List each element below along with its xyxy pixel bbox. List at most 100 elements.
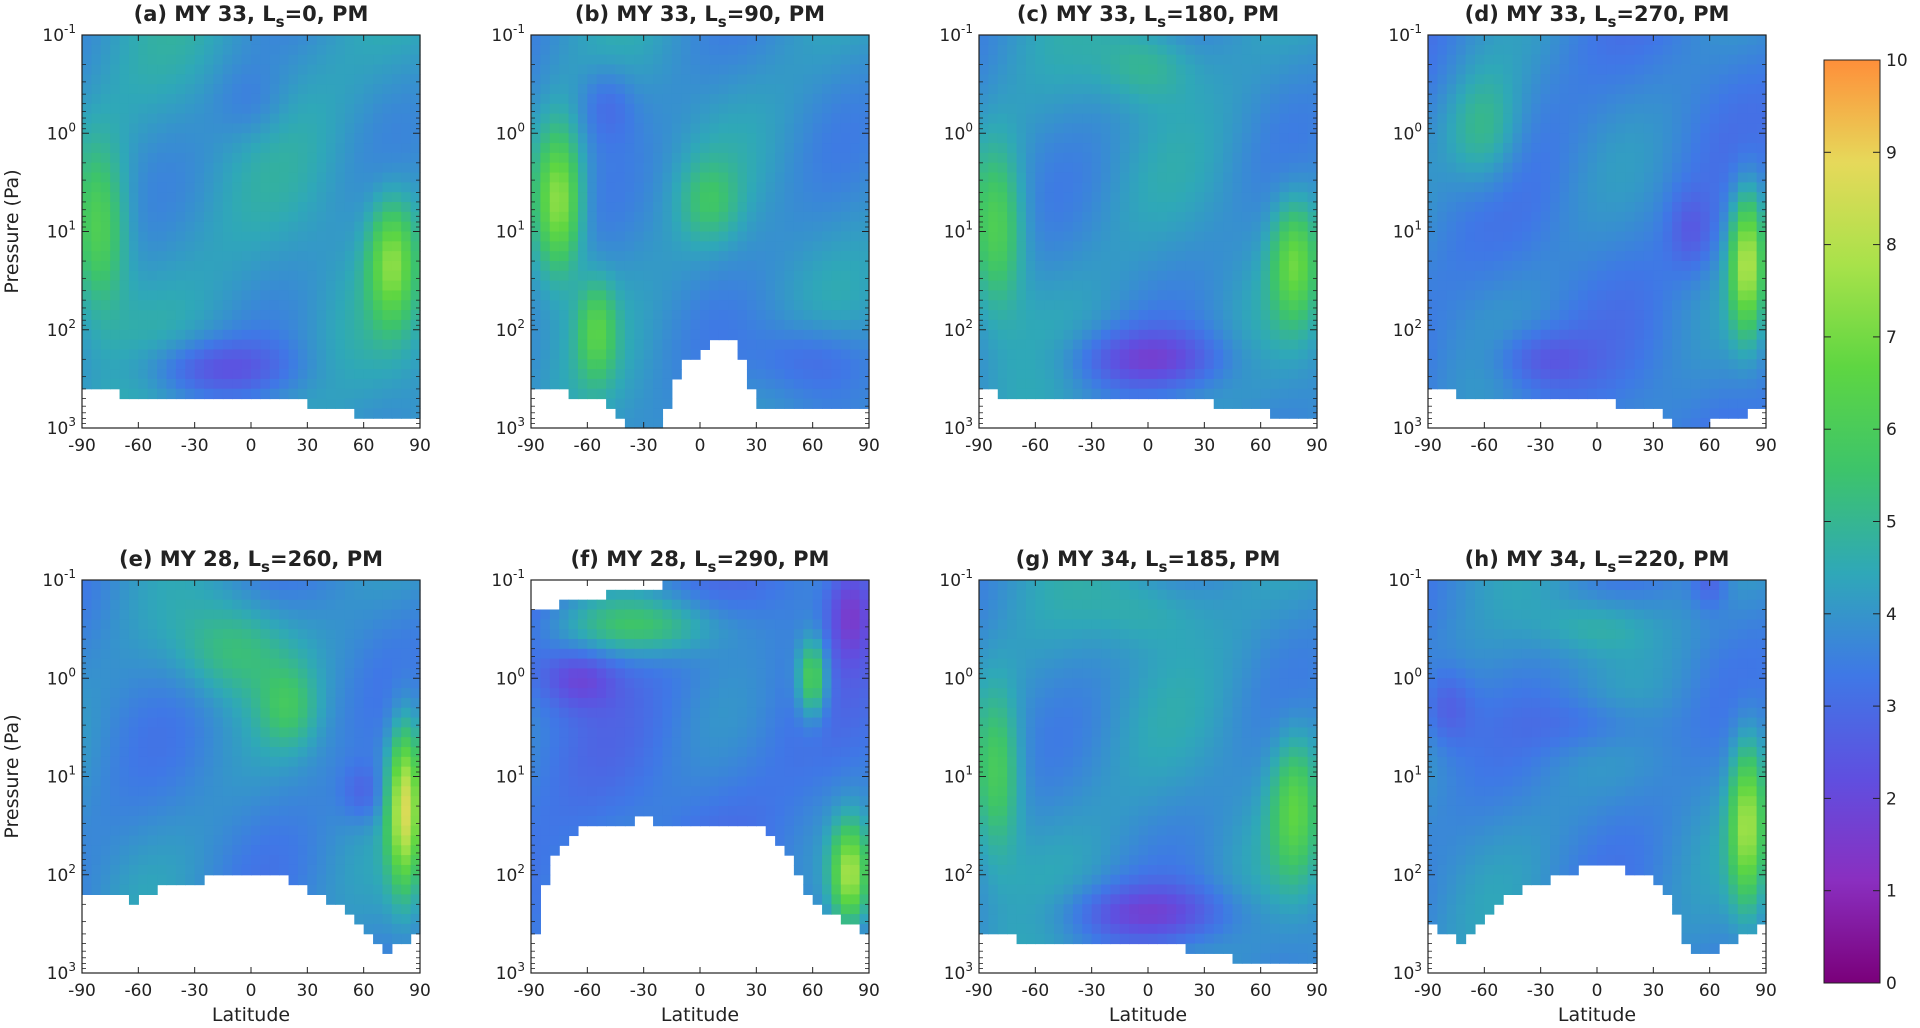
- heatmap-cell: [784, 280, 795, 292]
- heatmap-cell: [1493, 211, 1504, 223]
- heatmap-cell: [1428, 74, 1438, 85]
- heatmap-cell: [1437, 93, 1448, 105]
- heatmap-cell: [1166, 241, 1177, 252]
- heatmap-cell: [765, 221, 776, 233]
- heatmap-cell: [1446, 93, 1457, 105]
- heatmap-cell: [531, 369, 541, 380]
- heatmap-cell: [840, 329, 851, 341]
- heatmap-cell: [988, 152, 999, 164]
- heatmap-cell: [1437, 211, 1448, 223]
- heatmap-cell: [100, 44, 111, 56]
- heatmap-cell: [1503, 300, 1514, 311]
- heatmap-cell: [1101, 300, 1112, 311]
- heatmap-cell: [1437, 280, 1448, 292]
- heatmap-cell: [700, 84, 710, 95]
- heatmap-cell: [671, 290, 682, 301]
- heatmap-cell: [175, 172, 186, 183]
- heatmap-cell: [260, 388, 271, 400]
- heatmap-cell: [1166, 54, 1177, 66]
- heatmap-cell: [401, 398, 412, 409]
- heatmap-cell: [1213, 221, 1224, 233]
- heatmap-cell: [401, 270, 412, 282]
- heatmap-cell: [596, 221, 607, 233]
- heatmap-cell: [1016, 44, 1027, 56]
- heatmap-cell: [194, 221, 205, 233]
- heatmap-cell: [1148, 103, 1158, 115]
- heatmap-cell: [1503, 44, 1514, 56]
- heatmap-cell: [606, 74, 617, 85]
- heatmap-cell: [643, 319, 654, 331]
- heatmap-cell: [138, 310, 149, 321]
- heatmap-cell: [1484, 64, 1495, 75]
- heatmap-cell: [700, 182, 710, 193]
- heatmap-cell: [1531, 310, 1542, 321]
- heatmap-cell: [1241, 162, 1252, 174]
- heatmap-cell: [251, 64, 261, 75]
- heatmap-cell: [1540, 221, 1551, 233]
- heatmap-cell: [204, 84, 215, 95]
- heatmap-cell: [119, 103, 130, 115]
- heatmap-cell: [988, 113, 999, 125]
- heatmap-cell: [1456, 241, 1467, 252]
- heatmap-cell: [1025, 182, 1036, 193]
- heatmap-cell: [269, 182, 280, 193]
- heatmap-cell: [1484, 93, 1495, 105]
- heatmap-cell: [653, 54, 664, 66]
- heatmap-cell: [91, 93, 102, 105]
- heatmap-cell: [831, 359, 842, 370]
- heatmap-cell: [559, 260, 570, 272]
- heatmap-cell: [1437, 378, 1448, 390]
- heatmap-cell: [979, 182, 989, 193]
- heatmap-cell: [803, 35, 814, 46]
- panel-title: (b) MY 33, Ls=90, PM: [575, 2, 825, 31]
- heatmap-cell: [166, 369, 177, 380]
- heatmap-cell: [1016, 290, 1027, 301]
- heatmap-cell: [793, 123, 804, 134]
- heatmap-cell: [671, 103, 682, 115]
- heatmap-cell: [1465, 270, 1476, 282]
- heatmap-cell: [222, 123, 233, 134]
- heatmap-cell: [1493, 290, 1504, 301]
- heatmap-cell: [157, 162, 168, 174]
- heatmap-cell: [624, 64, 635, 75]
- heatmap-cell: [91, 280, 102, 292]
- heatmap-cell: [260, 152, 271, 164]
- heatmap-cell: [577, 123, 588, 134]
- heatmap-cell: [979, 74, 989, 85]
- heatmap-cell: [1166, 202, 1177, 213]
- heatmap-cell: [260, 211, 271, 223]
- heatmap-cell: [803, 162, 814, 174]
- heatmap-cell: [803, 221, 814, 233]
- heatmap-cell: [1446, 211, 1457, 223]
- heatmap-cell: [1054, 84, 1065, 95]
- heatmap-cell: [401, 143, 412, 154]
- heatmap-cell: [82, 221, 92, 233]
- heatmap-cell: [91, 143, 102, 154]
- heatmap-cell: [1054, 241, 1065, 252]
- heatmap-cell: [1025, 93, 1036, 105]
- heatmap-cell: [831, 93, 842, 105]
- heatmap-cell: [260, 172, 271, 183]
- heatmap-cell: [1138, 290, 1149, 301]
- heatmap-cell: [222, 44, 233, 56]
- heatmap-cell: [803, 329, 814, 341]
- heatmap-cell: [1016, 211, 1027, 223]
- heatmap-cell: [166, 202, 177, 213]
- heatmap-cell: [765, 202, 776, 213]
- heatmap-cell: [316, 359, 327, 370]
- heatmap-cell: [251, 113, 261, 125]
- heatmap-cell: [859, 152, 870, 164]
- heatmap-cell: [326, 182, 337, 193]
- heatmap-cell: [1578, 359, 1589, 370]
- heatmap-cell: [1016, 74, 1027, 85]
- heatmap-cell: [1298, 398, 1309, 409]
- heatmap-cell: [1578, 143, 1589, 154]
- heatmap-cell: [1044, 84, 1055, 95]
- x-tick-label: 30: [746, 436, 768, 456]
- heatmap-cell: [643, 113, 654, 125]
- heatmap-cell: [850, 103, 861, 115]
- heatmap-cell: [147, 369, 158, 380]
- heatmap-cell: [979, 84, 989, 95]
- heatmap-cell: [859, 202, 870, 213]
- heatmap-cell: [1082, 280, 1093, 292]
